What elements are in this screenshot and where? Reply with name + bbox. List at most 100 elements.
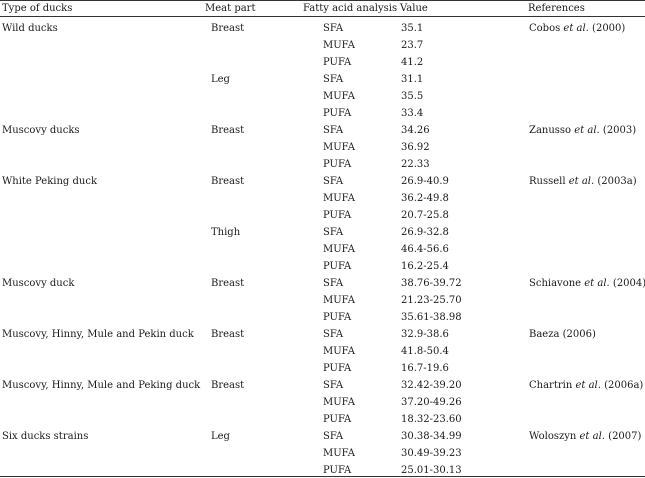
reference-year: (2006a): [600, 380, 644, 391]
reference-cell: Baeza (2006): [529, 329, 596, 341]
meat-part-cell: Leg: [211, 74, 230, 85]
reference-cell: Cobos et al. (2000): [529, 23, 625, 35]
value-cell: 41.8-50.4: [401, 346, 449, 357]
fatty-acid-cell: MUFA: [323, 448, 355, 459]
value-cell: 46.4-56.6: [401, 244, 449, 255]
meat-part-cell: Breast: [211, 125, 245, 136]
reference-year: (2003a): [594, 176, 637, 187]
reference-author: Chartrin: [529, 380, 576, 391]
value-cell: 16.7-19.6: [401, 363, 449, 374]
duck-type-cell: Muscovy, Hinny, Mule and Pekin duck: [2, 329, 194, 340]
fatty-acid-cell: MUFA: [323, 397, 355, 408]
fatty-acid-cell: PUFA: [323, 414, 352, 425]
header-bottom-rule: [0, 16, 645, 17]
duck-type-cell: Muscovy ducks: [2, 125, 80, 136]
fatty-acid-cell: SFA: [323, 380, 344, 391]
fatty-acid-cell: MUFA: [323, 244, 355, 255]
duck-type-cell: Six ducks strains: [2, 431, 89, 442]
reference-author: Woloszyn: [529, 431, 580, 442]
duck-type-cell: Muscovy, Hinny, Mule and Peking duck: [2, 380, 201, 391]
fatty-acid-cell: MUFA: [323, 346, 355, 357]
fatty-acid-cell: SFA: [323, 23, 344, 34]
meat-part-cell: Thigh: [211, 227, 241, 238]
value-cell: 35.61-38.98: [401, 312, 462, 323]
meat-part-cell: Breast: [211, 176, 245, 187]
value-cell: 23.7: [401, 40, 424, 51]
meat-part-cell: Leg: [211, 431, 230, 442]
value-cell: 26.9-32.8: [401, 227, 449, 238]
value-cell: 26.9-40.9: [401, 176, 449, 187]
fatty-acid-cell: SFA: [323, 431, 344, 442]
reference-author: Baeza (2006): [529, 329, 596, 340]
header-value: Value: [400, 3, 428, 14]
reference-author: Zanusso: [529, 125, 575, 136]
value-cell: 33.4: [401, 108, 424, 119]
reference-cell: Schiavone et al. (2004): [529, 278, 645, 290]
value-cell: 31.1: [401, 74, 424, 85]
fatty-acid-cell: MUFA: [323, 40, 355, 51]
reference-cell: Zanusso et al. (2003): [529, 125, 636, 137]
reference-et-al: et al.: [575, 380, 601, 391]
fatty-acid-cell: PUFA: [323, 159, 352, 170]
fatty-acid-cell: SFA: [323, 329, 344, 340]
reference-year: (2000): [588, 23, 626, 34]
fatty-acid-cell: MUFA: [323, 295, 355, 306]
reference-et-al: et al.: [574, 125, 600, 136]
header-fatty-acid-analysis: Fatty acid analysis: [303, 3, 398, 14]
fatty-acid-cell: MUFA: [323, 91, 355, 102]
fatty-acid-cell: SFA: [323, 278, 344, 289]
value-cell: 37.20-49.26: [401, 397, 462, 408]
fatty-acid-cell: PUFA: [323, 108, 352, 119]
reference-author: Schiavone: [529, 278, 585, 289]
value-cell: 30.38-34.99: [401, 431, 462, 442]
fatty-acid-cell: PUFA: [323, 210, 352, 221]
fatty-acid-cell: SFA: [323, 125, 344, 136]
header-meat-part: Meat part: [205, 3, 256, 14]
reference-cell: Chartrin et al. (2006a): [529, 380, 643, 392]
value-cell: 25.01-30.13: [401, 465, 462, 476]
header-references: References: [528, 3, 585, 14]
value-cell: 38.76-39.72: [401, 278, 462, 289]
duck-type-cell: White Peking duck: [2, 176, 98, 187]
fatty-acid-cell: MUFA: [323, 142, 355, 153]
reference-year: (2003): [599, 125, 637, 136]
reference-author: Cobos: [529, 23, 564, 34]
reference-et-al: et al.: [584, 278, 610, 289]
duck-type-cell: Muscovy duck: [2, 278, 75, 289]
meat-part-cell: Breast: [211, 380, 245, 391]
reference-et-al: et al.: [579, 431, 605, 442]
fatty-acid-cell: PUFA: [323, 465, 352, 476]
reference-author: Russell: [529, 176, 569, 187]
fatty-acid-cell: PUFA: [323, 261, 352, 272]
meat-part-cell: Breast: [211, 278, 245, 289]
meat-part-cell: Breast: [211, 329, 245, 340]
value-cell: 20.7-25.8: [401, 210, 449, 221]
value-cell: 22.33: [401, 159, 430, 170]
value-cell: 34.26: [401, 125, 430, 136]
fatty-acid-cell: PUFA: [323, 363, 352, 374]
value-cell: 32.42-39.20: [401, 380, 462, 391]
fatty-acid-cell: PUFA: [323, 312, 352, 323]
value-cell: 18.32-23.60: [401, 414, 462, 425]
reference-year: (2007): [604, 431, 642, 442]
header-type-of-ducks: Type of ducks: [2, 3, 73, 14]
value-cell: 32.9-38.6: [401, 329, 449, 340]
reference-cell: Russell et al. (2003a): [529, 176, 637, 188]
fatty-acid-cell: SFA: [323, 227, 344, 238]
value-cell: 36.92: [401, 142, 430, 153]
reference-et-al: et al.: [563, 23, 589, 34]
duck-type-cell: Wild ducks: [2, 23, 58, 34]
meat-part-cell: Breast: [211, 23, 245, 34]
fatty-acid-cell: PUFA: [323, 57, 352, 68]
value-cell: 36.2-49.8: [401, 193, 449, 204]
value-cell: 21.23-25.70: [401, 295, 462, 306]
value-cell: 35.1: [401, 23, 424, 34]
reference-year: (2004): [609, 278, 645, 289]
table-top-rule: [0, 0, 645, 1]
reference-cell: Woloszyn et al. (2007): [529, 431, 641, 443]
table-bottom-rule: [0, 476, 645, 477]
value-cell: 16.2-25.4: [401, 261, 449, 272]
fatty-acid-cell: MUFA: [323, 193, 355, 204]
value-cell: 35.5: [401, 91, 424, 102]
